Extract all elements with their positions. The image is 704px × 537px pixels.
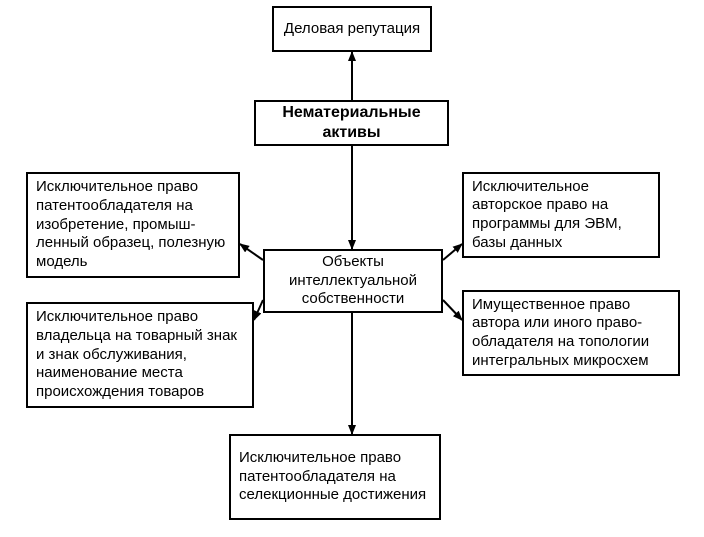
node-patent-right: Исключительное право патентообладателя н… [26, 172, 240, 278]
node-label: Нематериальные активы [264, 103, 439, 143]
edge-arrow [240, 244, 263, 260]
node-selection-right: Исключительное право патентообладателя н… [229, 434, 441, 520]
edge-arrow [443, 244, 462, 260]
node-intangible-assets: Нематериальные активы [254, 100, 449, 146]
node-business-reputation: Деловая репутация [272, 6, 432, 52]
node-label: Деловая репутация [284, 20, 420, 39]
node-topology-right: Имущественное право автора или иного пра… [462, 290, 680, 376]
node-copyright-software: Исключительное авторское право на програ… [462, 172, 660, 258]
node-label: Исключительное право патентообладателя н… [36, 178, 230, 272]
node-label: Исключительное авторское право на програ… [472, 178, 650, 253]
node-label: Исключительное право владельца на товарн… [36, 308, 244, 402]
node-label: Имущественное право автора или иного пра… [472, 296, 670, 371]
edge-arrow [443, 300, 462, 320]
node-label: Исключительное право патентообладателя н… [239, 449, 431, 505]
node-ip-objects: Объекты интеллектуальной собственности [263, 249, 443, 313]
edge-arrow [254, 300, 263, 320]
node-label: Объекты интеллектуальной собственности [273, 253, 433, 309]
node-trademark-right: Исключительное право владельца на товарн… [26, 302, 254, 408]
